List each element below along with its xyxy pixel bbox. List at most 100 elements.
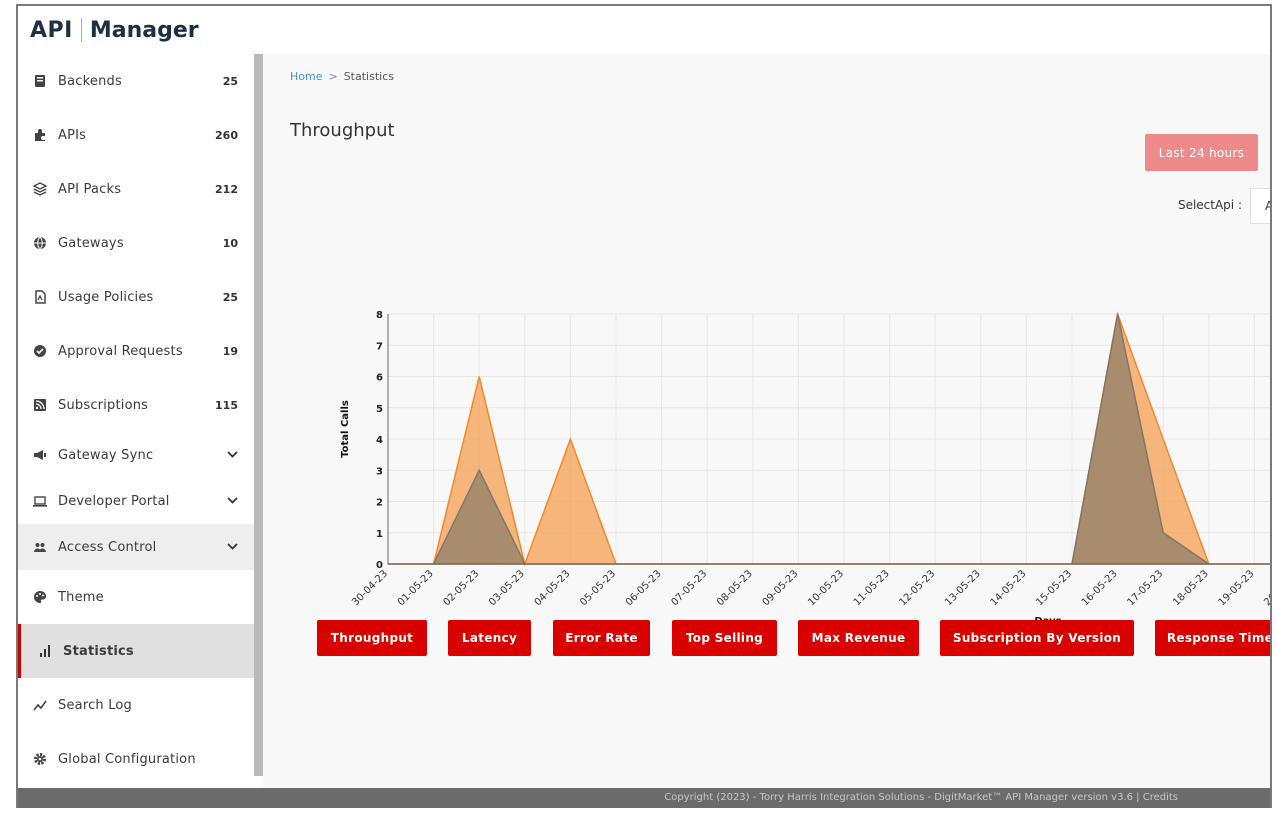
sidebar-item-gateway-sync[interactable]: Gateway Sync (18, 432, 254, 478)
x-tick-label: 12-05-23 (897, 568, 937, 608)
sidebar-item-label: Developer Portal (58, 493, 170, 509)
rss-icon (32, 397, 48, 413)
y-axis-label: Total Calls (340, 400, 351, 458)
x-tick-label: 10-05-23 (806, 568, 846, 608)
data-point (569, 438, 571, 440)
x-tick-label: 07-05-23 (669, 568, 709, 608)
x-tick-label: 18-05-23 (1171, 568, 1211, 608)
x-tick-label: 09-05-23 (761, 568, 801, 608)
metric-button-subscription-by-version[interactable]: Subscription By Version (940, 620, 1134, 656)
sidebar-item-subscriptions[interactable]: Subscriptions 115 (18, 378, 254, 432)
data-point (478, 375, 480, 378)
data-point (1117, 313, 1119, 315)
policy-document-icon (32, 289, 48, 305)
metric-button-response-time[interactable]: Response Time (1155, 620, 1270, 656)
megaphone-icon (32, 447, 48, 463)
app-window: API Manager Backends 25 APIs 260 API Pac… (16, 4, 1272, 808)
line-chart-icon (32, 697, 48, 713)
server-icon (32, 73, 48, 89)
x-tick-label: 17-05-23 (1125, 568, 1165, 608)
logo-manager-text: Manager (89, 17, 199, 43)
page-title: Throughput (290, 120, 395, 141)
throughput-chart: 0 1 2 3 4 5 6 7 8 30-04-23 01-05-23 02-05-23 03-05-2… (340, 310, 1272, 624)
count-badge: 10 (222, 236, 238, 250)
metric-button-error-rate[interactable]: Error Rate (553, 620, 650, 656)
y-tick-label: 2 (376, 498, 383, 509)
users-icon (32, 539, 48, 555)
y-tick-label: 7 (376, 341, 383, 352)
metric-button-max-revenue[interactable]: Max Revenue (798, 620, 919, 656)
breadcrumb-current: Statistics (343, 70, 394, 83)
sidebar-item-label: API Packs (58, 181, 122, 197)
sidebar-item-backends[interactable]: Backends 25 (18, 54, 254, 108)
breadcrumb-home-link[interactable]: Home (290, 70, 323, 83)
sidebar-item-approval-requests[interactable]: Approval Requests 19 (18, 324, 254, 378)
data-point (1162, 532, 1164, 534)
y-tick-label: 1 (376, 529, 383, 540)
data-point (1162, 438, 1164, 440)
sidebar-item-developer-portal[interactable]: Developer Portal (18, 478, 254, 524)
sidebar: Backends 25 APIs 260 API Packs 212 Gatew… (18, 54, 254, 776)
count-badge: 25 (222, 74, 238, 88)
count-badge: 260 (215, 128, 238, 142)
gear-icon (32, 751, 48, 767)
y-tick-label: 5 (376, 404, 383, 415)
sidebar-item-label: Statistics (63, 643, 134, 659)
sidebar-item-access-control[interactable]: Access Control (18, 524, 254, 570)
x-tick-label: 16-05-23 (1080, 568, 1120, 608)
sidebar-item-theme[interactable]: Theme (18, 570, 254, 624)
x-tick-label: 06-05-23 (624, 568, 664, 608)
data-point (478, 469, 480, 471)
y-tick-label: 6 (376, 373, 383, 384)
sidebar-item-apis[interactable]: APIs 260 (18, 108, 254, 162)
bar-chart-icon (37, 643, 53, 659)
sidebar-item-label: Gateway Sync (58, 447, 154, 463)
sidebar-item-label: Theme (58, 589, 104, 605)
sidebar-scrollbar[interactable] (254, 54, 263, 776)
palette-icon (32, 589, 48, 605)
select-api-label: SelectApi : (1177, 198, 1242, 212)
sidebar-item-label: Approval Requests (58, 343, 183, 359)
sidebar-item-api-packs[interactable]: API Packs 212 (18, 162, 254, 216)
y-tick-label: 0 (376, 560, 383, 571)
select-api-dropdown[interactable]: Al (1250, 188, 1270, 224)
sidebar-item-label: Access Control (58, 539, 157, 555)
x-tick-label: 05-05-23 (578, 568, 618, 608)
time-range-button[interactable]: Last 24 hours (1145, 134, 1258, 171)
chevron-down-icon[interactable] (227, 541, 238, 554)
x-tick-label: 01-05-23 (396, 568, 436, 608)
x-tick-label: 11-05-23 (852, 568, 892, 608)
sidebar-item-label: Subscriptions (58, 397, 149, 413)
x-tick-label: 15-05-23 (1034, 568, 1074, 608)
puzzle-icon (32, 127, 48, 143)
sidebar-item-search-log[interactable]: Search Log (18, 678, 254, 732)
laptop-icon (32, 493, 48, 509)
sidebar-item-usage-policies[interactable]: Usage Policies 25 (18, 270, 254, 324)
sidebar-item-label: Search Log (58, 697, 133, 713)
x-tick-label: 14-05-23 (989, 568, 1029, 608)
header: API Manager (18, 6, 1270, 54)
logo-divider (80, 18, 82, 42)
chevron-down-icon[interactable] (227, 449, 238, 462)
y-tick-label: 4 (376, 435, 383, 446)
metric-button-throughput[interactable]: Throughput (317, 620, 427, 656)
x-tick-label: 08-05-23 (715, 568, 755, 608)
breadcrumb: Home > Statistics (290, 70, 394, 83)
sidebar-item-label: Backends (58, 73, 122, 89)
logo[interactable]: API Manager (30, 18, 199, 43)
metric-button-latency[interactable]: Latency (448, 620, 531, 656)
count-badge: 115 (215, 398, 238, 412)
sidebar-item-label: APIs (58, 127, 87, 143)
count-badge: 212 (215, 182, 238, 196)
x-tick-label: 02-05-23 (441, 568, 481, 608)
x-tick-label: 04-05-23 (533, 568, 573, 608)
x-tick-label: 20-05-23 (1262, 568, 1272, 608)
chevron-down-icon[interactable] (227, 495, 238, 508)
metric-button-top-selling[interactable]: Top Selling (672, 620, 777, 656)
check-circle-icon (32, 343, 48, 359)
sidebar-item-gateways[interactable]: Gateways 10 (18, 216, 254, 270)
main-content: Home > Statistics Throughput Last 24 hours… (263, 54, 1270, 790)
sidebar-item-global-configuration[interactable]: Global Configuration (18, 732, 254, 776)
x-tick-label: 03-05-23 (487, 568, 527, 608)
sidebar-item-statistics[interactable]: Statistics (18, 624, 254, 678)
